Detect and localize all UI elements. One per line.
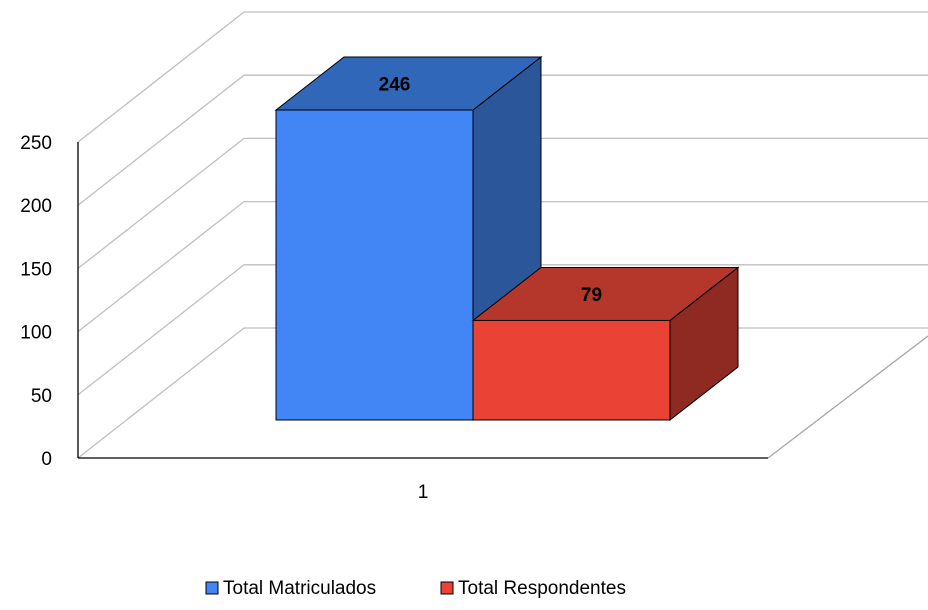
x-category-label: 1 (418, 482, 429, 503)
legend-item: Total Matriculados (205, 578, 376, 599)
gridline (77, 264, 928, 396)
y-tick-label: 100 (20, 323, 52, 344)
y-tick-label: 200 (20, 196, 52, 217)
legend-swatch (205, 581, 219, 595)
chart-axes (77, 142, 768, 459)
data-label: 79 (581, 285, 602, 306)
gridline (77, 200, 928, 333)
gridlines (77, 11, 928, 396)
bar-total-respondentes (471, 266, 740, 422)
data-label: 246 (379, 75, 411, 96)
legend-item: Total Respondentes (440, 578, 626, 599)
y-axis-ticks: 0 50 100 150 200 250 (20, 133, 52, 470)
floor-right-edge (767, 335, 928, 459)
y-tick-label: 0 (41, 449, 52, 470)
y-tick-label: 50 (31, 386, 52, 407)
gridline (77, 74, 928, 206)
gridline (77, 137, 928, 269)
bar-front (275, 109, 474, 421)
gridline (77, 11, 928, 143)
legend-swatch (440, 581, 454, 595)
legend: Total Matriculados Total Respondentes (205, 578, 626, 599)
legend-label: Total Respondentes (458, 578, 626, 599)
legend-label: Total Matriculados (223, 578, 376, 599)
bar-front (472, 319, 671, 421)
y-tick-label: 250 (20, 133, 52, 154)
x-axis-categories: 1 (418, 482, 429, 503)
bars (274, 55, 740, 422)
y-tick-label: 150 (20, 259, 52, 280)
data-labels: 246 79 (379, 75, 602, 306)
